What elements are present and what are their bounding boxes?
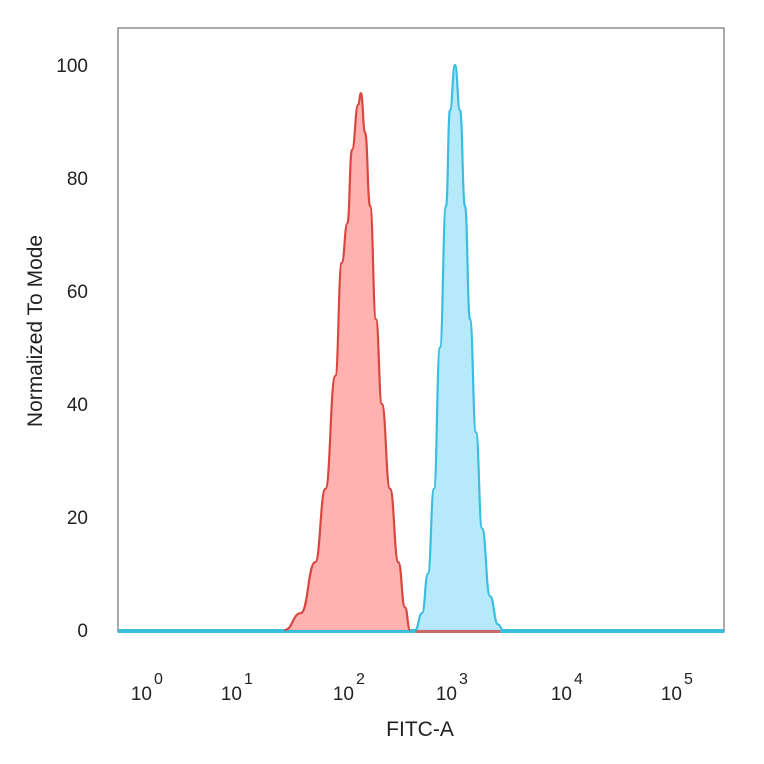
x-tick-exponent: 4 <box>574 671 583 688</box>
series-1-line <box>284 92 412 632</box>
x-tick-label: 100 <box>131 671 163 705</box>
x-tick-exponent: 1 <box>244 671 253 688</box>
x-tick-label: 103 <box>436 671 468 705</box>
y-axis-label: Normalized To Mode <box>24 235 47 427</box>
series-2-fill <box>415 65 503 630</box>
y-tick-label: 60 <box>67 282 88 303</box>
y-tick-label: 100 <box>56 56 88 77</box>
plot-frame <box>117 27 725 633</box>
x-tick-base: 10 <box>551 684 572 705</box>
series-1-fill <box>284 93 411 630</box>
x-tick-base: 10 <box>221 684 242 705</box>
x-tick-exponent: 3 <box>459 671 468 688</box>
x-tick-base: 10 <box>333 684 354 705</box>
x-tick-label: 101 <box>221 671 253 705</box>
x-tick-label: 105 <box>661 671 693 705</box>
x-tick-exponent: 0 <box>154 671 163 688</box>
x-tick-label: 102 <box>333 671 365 705</box>
y-tick-label: 40 <box>67 395 88 416</box>
x-tick-base: 10 <box>131 684 152 705</box>
x-axis-label: FITC-A <box>386 718 454 741</box>
y-tick-label: 80 <box>67 169 88 190</box>
y-tick-label: 0 <box>77 621 88 642</box>
x-tick-exponent: 5 <box>684 671 693 688</box>
x-tick-label: 104 <box>551 671 583 705</box>
x-tick-base: 10 <box>436 684 457 705</box>
y-tick-label: 20 <box>67 508 88 529</box>
series-2-line <box>414 63 504 632</box>
x-tick-exponent: 2 <box>356 671 365 688</box>
x-tick-base: 10 <box>661 684 682 705</box>
